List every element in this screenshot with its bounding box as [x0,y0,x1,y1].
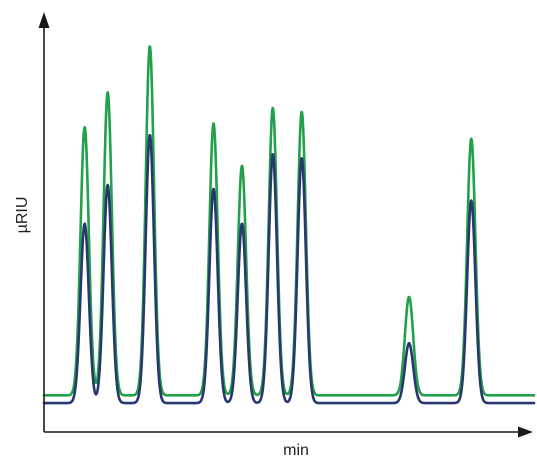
y-axis-arrow [38,12,50,28]
series-layer [42,45,536,405]
y-axis-label: µRIU [14,197,31,234]
series-1-line [42,45,536,397]
x-axis-label: min [283,442,309,459]
series-2-line [42,133,536,405]
x-axis-arrow [518,426,533,438]
